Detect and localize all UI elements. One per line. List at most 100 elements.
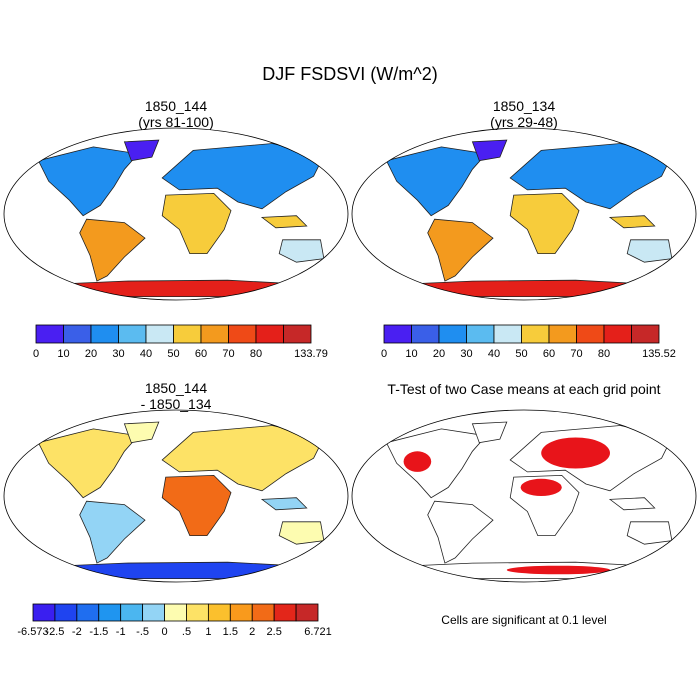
- panel-2-title: 1850_134 (yrs 29-48): [374, 98, 674, 130]
- colorbar-panel-1-tick-label-9: 133.79: [294, 348, 328, 360]
- colorbar-panel-1-swatch-2: [90, 324, 119, 344]
- map-panel-1-border: [3, 127, 349, 301]
- colorbar-panel-3-tick-label-5: -.5: [136, 626, 149, 638]
- colorbar-panel-3: -6.573-2.5 -2 -1.5 -1 -.5 0 .5 1 1.5 2 2.5 6.721: [17, 603, 332, 638]
- panel-1-title-line1: 1850_144: [144, 98, 208, 114]
- colorbar-panel-1-tick-label-5: 50: [167, 348, 179, 360]
- colorbar-panel-3-swatch-2: [76, 603, 100, 622]
- colorbar-panel-3-tick-label-12: 6.721: [304, 626, 332, 638]
- colorbar-panel-1-swatch-4: [145, 324, 174, 344]
- colorbar-panel-1-tick-label-6: 60: [195, 348, 207, 360]
- colorbar-panel-1-tick-label-4: 40: [140, 348, 152, 360]
- map-panel-1-africa: [161, 192, 232, 254]
- map-panel-2-seAsia: [608, 215, 656, 229]
- colorbar-panel-2-swatch-0: [383, 324, 412, 344]
- map-panel-3-border: [3, 409, 349, 583]
- colorbar-panel-2-tick-label-7: 70: [570, 348, 582, 360]
- panel-4-title: T-Test of two Case means at each grid po…: [352, 381, 696, 397]
- colorbar-panel-1-swatch-3: [118, 324, 147, 344]
- panel-3-title-line2: - 1850_134: [140, 396, 212, 412]
- colorbar-panel-2-tick-label-6: 60: [543, 348, 555, 360]
- figure-title: DJF FSDSVI (W/m^2): [262, 64, 438, 84]
- colorbar-panel-3-tick-label-11: 2.5: [267, 626, 282, 638]
- map-panel-2-australia: [626, 239, 673, 263]
- map-panel-2-land: [385, 139, 673, 297]
- colorbar-panel-1-swatch-8: [255, 324, 284, 344]
- map-panel-4-australia: [626, 521, 673, 545]
- map-panel-3-antarctica: [47, 561, 311, 579]
- map-panel-3: [3, 409, 349, 583]
- map-panel-1-antarctica: [47, 279, 311, 297]
- colorbar-panel-3-swatch-10: [251, 603, 275, 622]
- map-panel-4-antarctica-significant-cells: [506, 565, 610, 575]
- colorbar-panel-3-swatch-8: [207, 603, 231, 622]
- panel-2-title-line1: 1850_134: [492, 98, 556, 114]
- panel-3-title-line1: 1850_144: [144, 380, 208, 396]
- colorbar-panel-3-swatch-3: [98, 603, 122, 622]
- colorbar-panel-2-swatch-8: [603, 324, 632, 344]
- colorbar-panel-1-tick-label-0: 0: [33, 348, 39, 360]
- colorbar-panel-1-swatch-7: [228, 324, 257, 344]
- significance-note: Cells are significant at 0.1 level: [441, 613, 607, 627]
- map-panel-2-southAmerica: [427, 218, 494, 282]
- colorbar-panel-3-tick-label-3: -1.5: [89, 626, 108, 638]
- colorbar-panel-2-swatch-1: [411, 324, 440, 344]
- map-panel-1-land: [37, 139, 325, 297]
- colorbar-panel-3-tick-label-2: -2: [72, 626, 82, 638]
- colorbar-panel-2-tick-label-5: 50: [515, 348, 527, 360]
- colorbar-panel-2-swatch-9: [631, 324, 660, 344]
- map-panel-3-land: [37, 421, 325, 579]
- map-panel-1-greenland: [123, 139, 160, 162]
- map-panel-4-northAmerica: [385, 428, 487, 499]
- colorbar-panel-3-swatch-6: [164, 603, 187, 622]
- map-panel-2-africa: [509, 192, 580, 254]
- colorbar-panel-2-swatch-7: [576, 324, 605, 344]
- map-panel-4-land: [385, 421, 673, 579]
- map-panel-4-northAmerica-significant-cells: [403, 451, 432, 472]
- colorbar-panel-3-tick-label-0: -6.573: [17, 626, 48, 638]
- colorbar-panel-2-swatch-4: [493, 324, 522, 344]
- map-panel-3-africa: [161, 474, 232, 536]
- colorbar-panel-1-swatch-6: [200, 324, 229, 344]
- colorbar-panel-2-tick-label-0: 0: [381, 348, 387, 360]
- colorbar-panel-2-swatch-3: [466, 324, 495, 344]
- map-panel-1-eurasia: [161, 143, 325, 210]
- colorbar-panel-1-tick-label-7: 70: [222, 348, 234, 360]
- colorbar-panel-1: 0 10 20 30 40 50 60 70 80 133.79: [33, 324, 328, 360]
- colorbar-panel-3-tick-label-1: -2.5: [45, 626, 64, 638]
- map-panel-3-seAsia: [260, 497, 308, 511]
- colorbar-panel-1-tick-label-3: 30: [112, 348, 124, 360]
- map-panel-1-seAsia: [260, 215, 308, 229]
- colorbar-panel-3-swatch-4: [120, 603, 144, 622]
- map-panel-3-eurasia: [161, 425, 325, 492]
- colorbar-panel-3-swatch-12: [295, 603, 319, 622]
- map-panel-2-antarctica: [395, 279, 659, 297]
- colorbar-panel-2-tick-label-2: 20: [433, 348, 445, 360]
- colorbar-panel-3-swatch-1: [54, 603, 78, 622]
- colorbar-panel-3-swatch-11: [273, 603, 297, 622]
- map-panel-2-northAmerica: [385, 146, 487, 217]
- colorbar-panel-1-tick-label-1: 10: [57, 348, 69, 360]
- colorbar-panel-3-swatch-7: [186, 603, 209, 622]
- colorbar-panel-3-swatch-5: [142, 603, 165, 622]
- colorbar-panel-1-swatch-0: [35, 324, 64, 344]
- map-panel-2-border: [351, 127, 697, 301]
- colorbar-panel-1-swatch-5: [173, 324, 202, 344]
- map-panel-1-australia: [278, 239, 325, 263]
- panel-2-title-line2: (yrs 29-48): [490, 114, 558, 130]
- map-panel-4: [351, 409, 697, 583]
- colorbar-panel-2-tick-label-9: 135.52: [642, 348, 676, 360]
- colorbar-panel-2-tick-label-1: 10: [405, 348, 417, 360]
- map-panel-1-southAmerica: [79, 218, 146, 282]
- colorbar-panel-3-tick-label-10: 2: [249, 626, 255, 638]
- colorbar-panel-2: 0 10 20 30 40 50 60 70 80 135.52: [381, 324, 676, 360]
- colorbar-panel-1-tick-label-2: 20: [85, 348, 97, 360]
- map-panel-3-northAmerica: [37, 428, 139, 499]
- map-panel-4-southAmerica: [427, 500, 494, 564]
- colorbar-panel-1-tick-label-8: 80: [250, 348, 262, 360]
- map-panel-2-greenland: [471, 139, 508, 162]
- colorbar-panel-1-swatch-9: [283, 324, 312, 344]
- map-panel-3-southAmerica: [79, 500, 146, 564]
- panel-1-title-line2: (yrs 81-100): [138, 114, 214, 130]
